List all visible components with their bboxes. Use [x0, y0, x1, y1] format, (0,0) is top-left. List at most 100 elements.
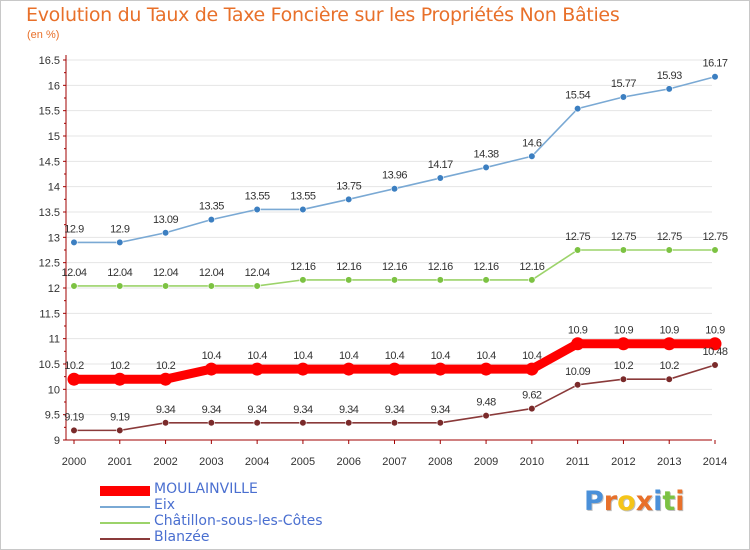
data-point	[482, 412, 490, 420]
data-point	[113, 372, 127, 386]
data-point	[436, 419, 444, 427]
y-tick-label: 9	[54, 435, 60, 447]
legend-swatch	[100, 506, 150, 508]
proxiti-logo: Proxiti	[584, 486, 685, 517]
data-point	[345, 276, 353, 284]
data-label: 14.6	[522, 137, 542, 149]
chart-title: Evolution du Taux de Taxe Foncière sur l…	[26, 4, 620, 26]
y-tick-label: 10	[48, 384, 60, 396]
data-point	[436, 276, 444, 284]
data-point	[574, 105, 582, 113]
x-tick-label: 2010	[520, 456, 544, 468]
data-label: 9.19	[64, 411, 84, 423]
data-point	[433, 362, 447, 376]
data-label: 10.4	[339, 350, 359, 362]
data-point	[299, 419, 307, 427]
data-label: 10.2	[64, 360, 84, 372]
data-point	[67, 372, 81, 386]
data-point	[711, 246, 719, 254]
data-label: 10.4	[247, 350, 267, 362]
data-label: 10.2	[660, 360, 680, 372]
data-point	[665, 246, 673, 254]
data-point	[116, 238, 124, 246]
data-label: 16.17	[702, 58, 727, 70]
y-tick-label: 15	[48, 131, 60, 143]
data-label: 9.19	[110, 411, 130, 423]
logo-letter: r	[603, 486, 618, 517]
data-point	[574, 246, 582, 254]
data-label: 12.75	[702, 231, 727, 243]
data-point	[207, 216, 215, 224]
data-label: 13.35	[199, 201, 224, 213]
data-label: 13.55	[290, 190, 315, 202]
data-point	[161, 282, 170, 290]
data-point	[390, 185, 399, 193]
data-label: 10.9	[705, 325, 725, 337]
data-label: 12.04	[199, 267, 224, 279]
logo-letter: o	[617, 486, 636, 517]
data-label: 9.34	[156, 404, 176, 416]
y-tick-label: 13	[48, 232, 60, 244]
data-label: 15.54	[565, 90, 590, 102]
data-label: 10.4	[202, 350, 222, 362]
data-point	[528, 152, 536, 160]
x-tick-label: 2000	[62, 456, 86, 468]
y-tick-label: 12.5	[39, 258, 60, 270]
data-point	[390, 276, 399, 284]
data-label: 10.48	[702, 346, 727, 358]
y-tick-label: 11	[49, 334, 60, 346]
data-point	[345, 195, 353, 203]
data-point	[388, 362, 401, 376]
x-tick-label: 2003	[199, 456, 223, 468]
data-label: 12.16	[290, 261, 315, 273]
data-label: 10.09	[565, 366, 590, 378]
data-point	[708, 337, 722, 351]
data-label: 12.04	[61, 267, 86, 279]
logo-letter: t	[662, 486, 676, 517]
data-label: 10.9	[614, 325, 634, 337]
logo-letter: x	[635, 486, 654, 517]
data-point	[253, 282, 261, 290]
data-label: 12.04	[153, 267, 178, 279]
data-label: 12.16	[428, 261, 453, 273]
data-label: 10.9	[660, 325, 680, 337]
data-label: 13.96	[382, 170, 407, 182]
data-point	[296, 362, 310, 376]
data-point	[116, 426, 124, 434]
data-label: 12.16	[336, 261, 361, 273]
y-tick-label: 9.5	[45, 410, 60, 422]
data-label: 14.17	[428, 159, 453, 171]
data-point	[619, 93, 628, 101]
data-label: 12.75	[657, 231, 682, 243]
x-tick-label: 2001	[108, 456, 132, 468]
legend-swatch	[100, 486, 150, 496]
data-point	[207, 419, 215, 427]
x-tick-label: 2007	[382, 456, 406, 468]
data-label: 9.34	[385, 404, 405, 416]
x-tick-label: 2006	[336, 456, 360, 468]
data-label: 9.34	[202, 404, 222, 416]
data-label: 12.9	[64, 223, 84, 235]
data-label: 9.34	[247, 404, 267, 416]
y-tick-label: 16	[48, 80, 60, 92]
x-tick-label: 2005	[291, 456, 315, 468]
data-point	[662, 337, 676, 351]
data-point	[70, 238, 78, 246]
data-point	[390, 419, 399, 427]
data-point	[571, 337, 585, 351]
data-label: 12.16	[474, 261, 499, 273]
data-point	[299, 276, 307, 284]
data-point	[665, 375, 673, 383]
data-label: 15.77	[611, 78, 636, 90]
data-label: 10.4	[293, 350, 313, 362]
legend-swatch	[100, 538, 150, 540]
data-label: 9.34	[293, 404, 313, 416]
x-tick-label: 2009	[474, 456, 498, 468]
data-point	[619, 375, 628, 383]
data-point	[342, 362, 356, 376]
legend-label: Châtillon-sous-les-Côtes	[154, 513, 323, 529]
data-label: 10.4	[476, 350, 496, 362]
data-point	[619, 246, 628, 254]
data-label: 10.2	[110, 360, 130, 372]
data-label: 10.4	[431, 350, 451, 362]
